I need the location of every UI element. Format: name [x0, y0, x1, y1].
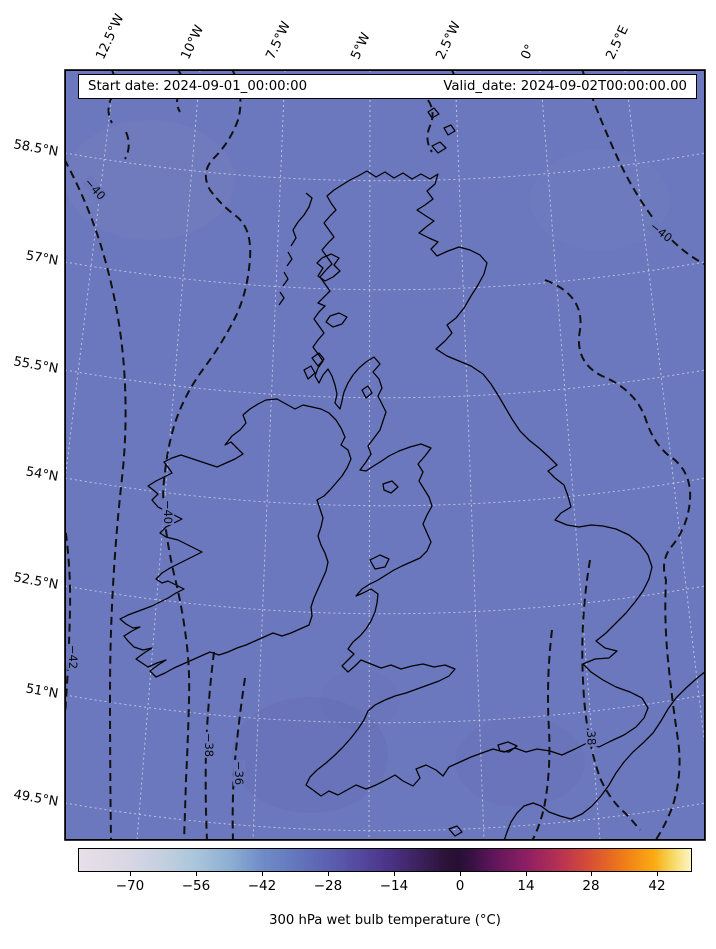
colorbar-tick-0: 0 — [455, 878, 465, 894]
contour-label-m40-ireland: −40 — [161, 498, 176, 526]
colorbar-tick-m56: −56 — [181, 878, 211, 894]
contour-label-m38-south: −38 — [202, 731, 217, 759]
colorbar-tickmark — [328, 872, 329, 876]
colorbar-tickmark — [394, 872, 395, 876]
colorbar-tick-28: 28 — [582, 878, 600, 894]
colorbar-tickmark — [591, 872, 592, 876]
colorbar-tickmark — [262, 872, 263, 876]
start-date-label: Start date: 2024-09-01_00:00:00 — [88, 79, 308, 94]
colorbar-tick-m14: −14 — [379, 878, 409, 894]
colorbar-tickmark — [657, 872, 658, 876]
colorbar-caption: 300 hPa wet bulb temperature (°C) — [269, 913, 501, 928]
map-panel — [65, 70, 705, 840]
valid-date-label: Valid_date: 2024-09-02T00:00:00.00 — [443, 79, 687, 94]
contour-label-m42-west: −42 — [66, 643, 81, 671]
map-border — [64, 69, 706, 841]
colorbar-tick-14: 14 — [517, 878, 535, 894]
colorbar-tickmark — [460, 872, 461, 876]
title-bar: Start date: 2024-09-01_00:00:00 Valid_da… — [78, 74, 697, 99]
colorbar-tick-m70: −70 — [115, 878, 145, 894]
contour-label-38-se: 38 — [583, 729, 599, 747]
contour-label-m36-south: −36 — [232, 759, 247, 787]
field-shading — [66, 120, 670, 813]
colorbar-tick-m42: −42 — [247, 878, 277, 894]
graticule — [66, 71, 704, 839]
colorbar — [78, 848, 692, 872]
colorbar-tickmark — [130, 872, 131, 876]
coastlines — [119, 107, 704, 839]
colorbar-tick-42: 42 — [648, 878, 666, 894]
colorbar-tickmark — [196, 872, 197, 876]
colorbar-tick-m28: −28 — [313, 878, 343, 894]
colorbar-tickmark — [526, 872, 527, 876]
